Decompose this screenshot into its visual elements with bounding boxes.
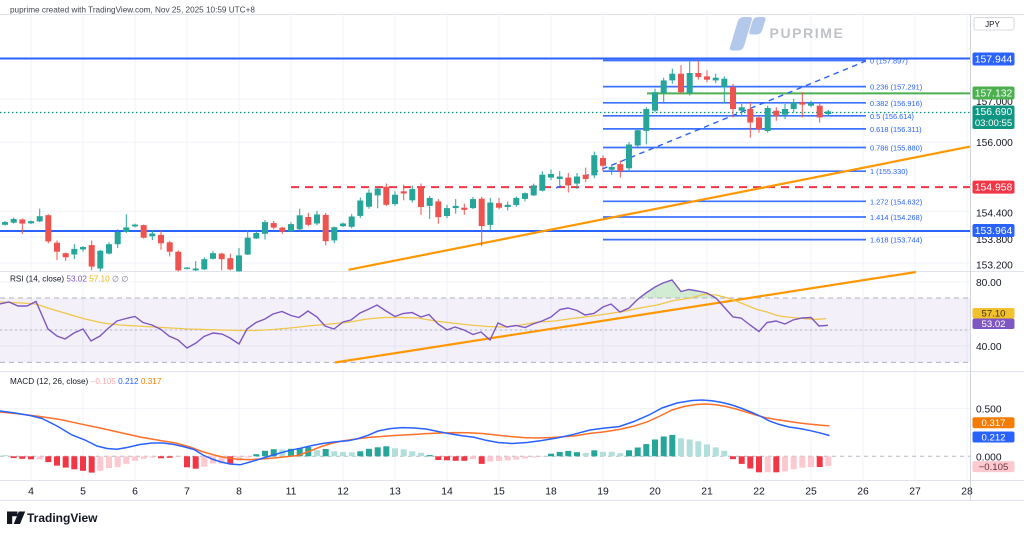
svg-text:8: 8 xyxy=(236,487,242,498)
svg-text:156.690: 156.690 xyxy=(975,107,1013,118)
svg-text:153.964: 153.964 xyxy=(975,226,1013,237)
svg-text:27: 27 xyxy=(909,487,921,498)
svg-text:0.500: 0.500 xyxy=(976,404,1002,415)
svg-text:28: 28 xyxy=(961,487,973,498)
svg-text:12: 12 xyxy=(337,487,349,498)
svg-text:puprime created with TradingVi: puprime created with TradingView.com, No… xyxy=(10,6,255,15)
svg-text:PUPRIME: PUPRIME xyxy=(770,25,845,41)
svg-text:53.02: 53.02 xyxy=(981,319,1005,330)
svg-text:154.958: 154.958 xyxy=(975,183,1013,194)
svg-text:0.382 (156.916): 0.382 (156.916) xyxy=(870,99,922,108)
svg-text:1.272 (154.632): 1.272 (154.632) xyxy=(870,197,922,206)
svg-text:57.10: 57.10 xyxy=(981,308,1005,319)
svg-text:0.236 (157.291): 0.236 (157.291) xyxy=(870,83,922,92)
svg-text:7: 7 xyxy=(184,487,190,498)
svg-text:0.5 (156.614): 0.5 (156.614) xyxy=(870,112,914,121)
svg-text:TradingView: TradingView xyxy=(27,511,98,525)
svg-text:1 (155.330): 1 (155.330) xyxy=(870,167,908,176)
svg-text:157.132: 157.132 xyxy=(975,89,1013,100)
svg-text:5: 5 xyxy=(80,487,86,498)
svg-text:18: 18 xyxy=(545,487,557,498)
svg-text:11: 11 xyxy=(286,487,297,498)
svg-text:0.000: 0.000 xyxy=(976,452,1002,463)
svg-text:25: 25 xyxy=(805,487,817,498)
svg-text:26: 26 xyxy=(857,487,869,498)
svg-text:156.000: 156.000 xyxy=(976,138,1013,149)
svg-text:0.212: 0.212 xyxy=(981,432,1005,443)
svg-text:40.00: 40.00 xyxy=(976,342,1002,353)
svg-text:15: 15 xyxy=(493,487,505,498)
svg-text:1.414 (154.268): 1.414 (154.268) xyxy=(870,213,922,222)
svg-text:MACD (12, 26, close) −0.105 0.: MACD (12, 26, close) −0.105 0.212 0.317 xyxy=(10,377,162,386)
svg-text:6: 6 xyxy=(132,487,138,498)
svg-text:JPY: JPY xyxy=(985,20,1000,29)
svg-text:14: 14 xyxy=(441,487,453,498)
svg-text:−0.105: −0.105 xyxy=(979,462,1009,473)
svg-text:0.786 (155.880): 0.786 (155.880) xyxy=(870,144,922,153)
svg-text:RSI (14, close) 53.02 57.10 ∅: RSI (14, close) 53.02 57.10 ∅ ∅ xyxy=(10,275,129,284)
svg-text:0.618 (156.311): 0.618 (156.311) xyxy=(870,125,922,134)
svg-text:4: 4 xyxy=(28,487,34,498)
svg-text:03:00:55: 03:00:55 xyxy=(975,118,1012,129)
svg-text:1.618 (153.744): 1.618 (153.744) xyxy=(870,236,922,245)
svg-text:154.400: 154.400 xyxy=(976,209,1013,220)
svg-text:13: 13 xyxy=(389,487,401,498)
svg-text:157.944: 157.944 xyxy=(975,55,1013,66)
svg-text:0.317: 0.317 xyxy=(981,418,1005,429)
svg-text:20: 20 xyxy=(649,487,661,498)
svg-text:157.000: 157.000 xyxy=(976,97,1013,108)
svg-text:0 (157.897): 0 (157.897) xyxy=(870,57,908,66)
svg-text:153.200: 153.200 xyxy=(976,261,1013,272)
svg-text:80.00: 80.00 xyxy=(976,278,1002,289)
svg-text:21: 21 xyxy=(701,487,713,498)
svg-text:22: 22 xyxy=(753,487,765,498)
svg-text:19: 19 xyxy=(597,487,609,498)
svg-text:153.800: 153.800 xyxy=(976,235,1013,246)
